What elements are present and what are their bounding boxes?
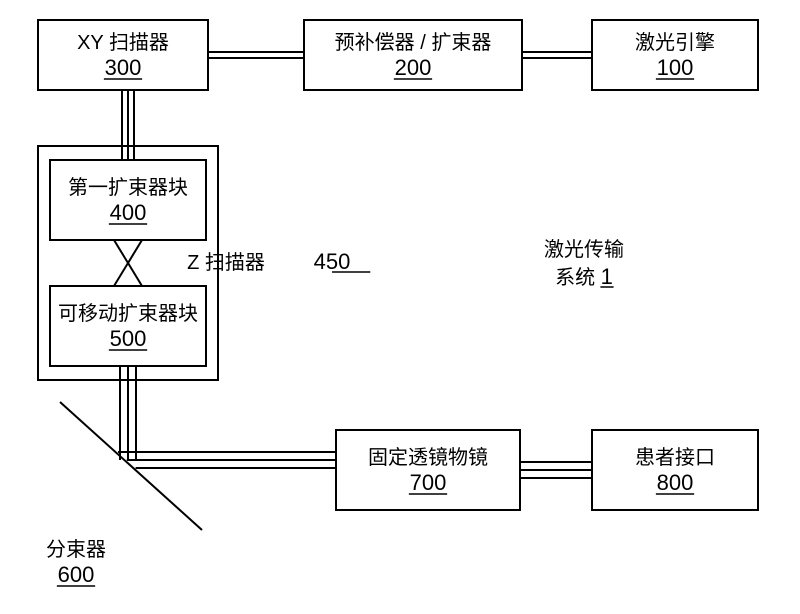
n700-label: 固定透镜物镜 xyxy=(368,446,488,469)
n200-num: 200 xyxy=(395,55,432,80)
n400-num: 400 xyxy=(110,200,147,225)
mirror-600 xyxy=(60,402,202,530)
n450-num: 450 xyxy=(314,249,351,274)
n300-num: 300 xyxy=(105,55,142,80)
n800-label: 患者接口 xyxy=(635,446,715,469)
n100-num: 100 xyxy=(657,55,694,80)
system-title-line2: 系统 1 xyxy=(555,264,613,289)
block-diagram: 激光引擎100 预补偿器 / 扩束器200 XY 扫描器300 Z 扫描器 450 第一扩… xyxy=(0,0,800,614)
n200-label: 预补偿器 / 扩束器 xyxy=(335,31,492,54)
mirror600-label: 分束器 xyxy=(46,538,106,561)
n500-label: 可移动扩束器块 xyxy=(58,302,198,325)
n700-num: 700 xyxy=(410,470,447,495)
n300-label: XY 扫描器 xyxy=(77,31,169,54)
n450-label: Z 扫描器 xyxy=(187,251,265,274)
n500-num: 500 xyxy=(110,326,147,351)
n400-label: 第一扩束器块 xyxy=(68,176,188,199)
mirror600-num: 600 xyxy=(58,562,95,587)
n800-num: 800 xyxy=(657,470,694,495)
n100-label: 激光引擎 xyxy=(635,31,715,54)
system-title-line1: 激光传输 xyxy=(544,238,624,261)
system-title-num: 1 xyxy=(601,264,613,289)
